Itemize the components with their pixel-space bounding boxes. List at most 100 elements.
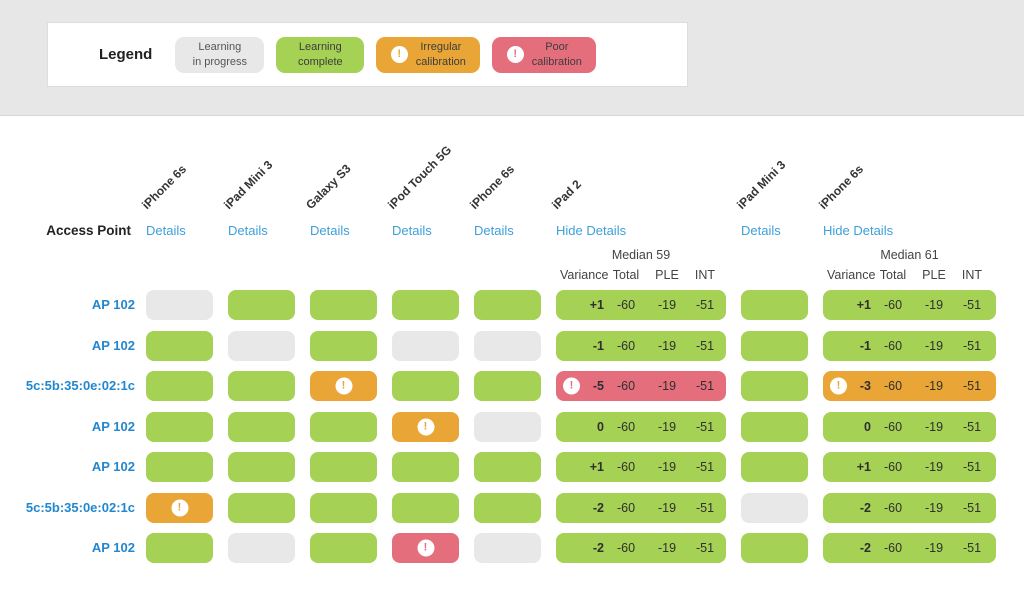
- device-name-label: iPad Mini 3: [221, 157, 276, 212]
- status-cell-complete: [310, 452, 377, 482]
- details-link[interactable]: Details: [310, 223, 350, 238]
- access-point-link[interactable]: AP 102: [91, 459, 135, 474]
- stat-header-total: Total: [879, 267, 907, 282]
- status-cell-poor: ! -5 -60 -19 -51: [556, 371, 726, 401]
- details-link[interactable]: Details: [228, 223, 268, 238]
- stat-value: -60: [616, 541, 636, 555]
- stat-value: -51: [695, 419, 715, 434]
- stat-values: -1 -60 -19 -51: [556, 331, 726, 361]
- status-cell-in-progress: [474, 330, 541, 361]
- legend-title: Legend: [99, 46, 153, 63]
- stat-values: +1 -60 -19 -51: [556, 452, 726, 482]
- stat-value: +1: [589, 460, 604, 474]
- stat-values: -2 -60 -19 -51: [823, 493, 996, 523]
- access-point-link[interactable]: AP 102: [91, 337, 135, 353]
- stat-headers: Variance Total PLE INT: [823, 265, 996, 284]
- details-link[interactable]: Details: [146, 223, 186, 238]
- stat-value: -5: [592, 379, 604, 393]
- stat-value: -60: [616, 500, 636, 515]
- stats-subheader: Median 61 Variance Total PLE INT: [823, 248, 996, 284]
- access-point-label: Access Point: [46, 223, 131, 238]
- median-label: Median 59: [611, 248, 671, 262]
- stat-value: -19: [924, 419, 944, 434]
- table-row: AP 102 +1 -60 -19 -51 +1 -60 -19 -51: [0, 452, 1024, 482]
- status-cell-complete: [310, 533, 377, 563]
- alert-icon: !: [417, 418, 434, 435]
- stats-subheader: Median 59 Variance Total PLE INT: [556, 248, 726, 284]
- stat-header-int: INT: [961, 267, 983, 282]
- access-point-link[interactable]: AP 102: [91, 418, 135, 434]
- stat-value: -19: [657, 298, 677, 312]
- stat-header-ple: PLE: [655, 267, 679, 282]
- legend-item-line1: Irregular: [420, 41, 462, 54]
- device-column-header: iPhone 6s Details: [467, 130, 541, 242]
- status-cell-complete: [310, 330, 377, 361]
- status-cell-in-progress: [474, 411, 541, 442]
- stat-value: +1: [856, 298, 871, 312]
- stat-value: -19: [657, 541, 677, 555]
- hide-details-link[interactable]: Hide Details: [823, 223, 894, 238]
- stat-value: -51: [962, 500, 982, 515]
- stat-values: -2 -60 -19 -51: [823, 533, 996, 563]
- status-cell-complete: -1 -60 -19 -51: [556, 330, 726, 361]
- legend-item-line2: in progress: [192, 55, 248, 68]
- legend-items: Learning in progress Learning complete! Irre…: [175, 36, 608, 73]
- device-name-label: iPod Touch 5G: [385, 142, 455, 212]
- row-label-cell: AP 102: [0, 539, 146, 557]
- details-link[interactable]: Details: [741, 223, 781, 238]
- status-cell-complete: [474, 371, 541, 401]
- stat-value: +1: [856, 460, 871, 474]
- device-name-label: iPhone 6s: [467, 162, 518, 212]
- stat-value: -3: [859, 379, 871, 393]
- status-cell-complete: [474, 290, 541, 320]
- stat-value: -2: [592, 541, 604, 555]
- status-cell-complete: [146, 533, 213, 563]
- calibration-matrix: Access Point iPhone 6s Details iPad Mini 3 D…: [0, 130, 1024, 563]
- status-cell-complete: -2 -60 -19 -51: [823, 492, 996, 523]
- legend-item-line1: Learning: [198, 41, 242, 54]
- status-cell-complete: [741, 411, 808, 442]
- status-cell-complete: -2 -60 -19 -51: [823, 533, 996, 563]
- stat-value: -19: [924, 500, 944, 515]
- stat-value: -60: [883, 541, 903, 555]
- device-name-label: iPad Mini 3: [734, 157, 789, 212]
- status-cell-irregular: !: [146, 492, 213, 523]
- status-cell-in-progress: [228, 533, 295, 563]
- stat-value: -2: [859, 500, 871, 515]
- stat-header-int: INT: [694, 267, 716, 282]
- stat-value: -19: [657, 460, 677, 474]
- details-link[interactable]: Details: [392, 223, 432, 238]
- access-point-link[interactable]: AP 102: [91, 297, 135, 312]
- device-column-header: iPad Mini 3 Details: [221, 130, 295, 242]
- legend-item-in-progress: Learning in progress: [175, 36, 265, 73]
- status-cell-complete: [474, 452, 541, 482]
- legend-item-line2: calibration: [415, 55, 466, 68]
- row-label-cell: AP 102: [0, 337, 146, 355]
- hide-details-link[interactable]: Hide Details: [556, 223, 627, 238]
- stat-value: -60: [883, 460, 903, 474]
- alert-icon: !: [390, 46, 408, 63]
- table-row: AP 102! -2 -60 -19 -51 -2 -60 -19 -51: [0, 533, 1024, 563]
- status-cell-complete: [392, 452, 459, 482]
- status-cell-irregular: !: [310, 371, 377, 401]
- status-cell-in-progress: [741, 492, 808, 523]
- stat-value: -19: [657, 500, 677, 515]
- access-point-link[interactable]: AP 102: [91, 540, 135, 555]
- row-label-cell: AP 102: [0, 296, 146, 314]
- stat-value: -60: [883, 298, 903, 312]
- row-label-cell: 5c:5b:35:0e:02:1c: [0, 499, 146, 517]
- access-point-link[interactable]: 5c:5b:35:0e:02:1c: [25, 378, 135, 393]
- details-link[interactable]: Details: [474, 223, 514, 238]
- status-cell-in-progress: [146, 290, 213, 320]
- status-cell-complete: [392, 290, 459, 320]
- table-row: AP 102 +1 -60 -19 -51 +1 -60 -19 -51: [0, 290, 1024, 320]
- status-cell-complete: 0 -60 -19 -51: [823, 411, 996, 442]
- device-name-label: Galaxy S3: [303, 161, 354, 212]
- stat-value: -51: [695, 460, 715, 474]
- legend-item-line2: calibration: [531, 55, 582, 68]
- status-cell-complete: +1 -60 -19 -51: [823, 452, 996, 482]
- device-column-header: iPad 2 Hide Details: [549, 130, 726, 242]
- status-cell-complete: [741, 330, 808, 361]
- access-point-link[interactable]: 5c:5b:35:0e:02:1c: [25, 499, 135, 515]
- status-cell-complete: [228, 290, 295, 320]
